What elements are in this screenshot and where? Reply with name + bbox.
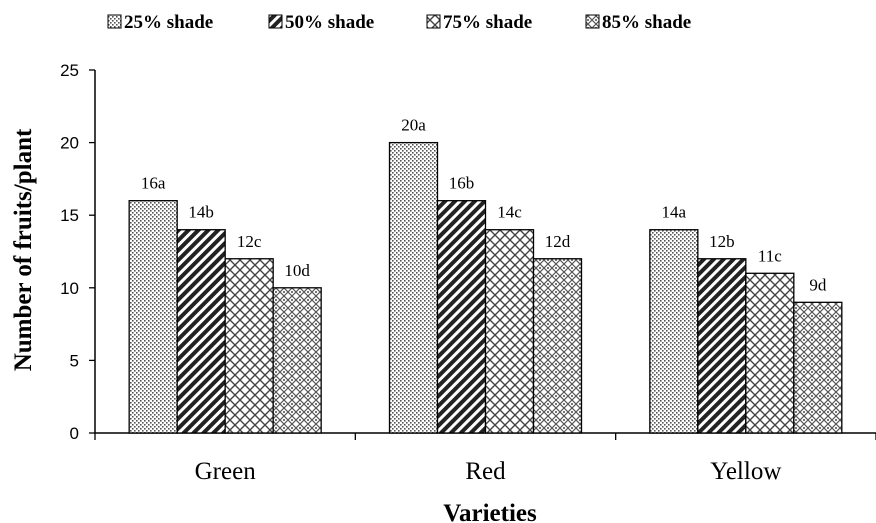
data-label: 14b bbox=[188, 203, 214, 222]
bar-yellow-3 bbox=[745, 272, 795, 434]
data-label: 11c bbox=[758, 246, 782, 265]
y-tick-label: 10 bbox=[60, 279, 79, 298]
legend-item: 75% shade bbox=[426, 12, 532, 33]
data-label: 16b bbox=[449, 174, 475, 193]
legend-label: 75% shade bbox=[443, 12, 532, 33]
bar-green-2 bbox=[176, 229, 226, 434]
legend-swatch bbox=[268, 14, 283, 29]
x-category-label: Yellow bbox=[710, 458, 781, 485]
y-axis-title: Number of fruits/plant bbox=[10, 128, 37, 371]
bar-green-4 bbox=[272, 287, 322, 434]
bars bbox=[128, 141, 843, 434]
legend-label: 25% shade bbox=[124, 12, 213, 33]
y-tick-label: 15 bbox=[60, 206, 79, 225]
bar-yellow-4 bbox=[793, 301, 843, 434]
y-axis: 0 5 10 15 20 25 bbox=[60, 61, 96, 443]
legend-item: 85% shade bbox=[585, 12, 691, 33]
x-axis: Green Red Yellow bbox=[94, 432, 876, 485]
data-label: 16a bbox=[141, 174, 166, 193]
legend-label: 50% shade bbox=[285, 12, 374, 33]
legend-swatch bbox=[426, 14, 441, 29]
x-axis-title: Varieties bbox=[443, 500, 537, 523]
data-label: 9d bbox=[809, 275, 827, 294]
legend-swatch bbox=[585, 14, 600, 29]
x-category-label: Red bbox=[465, 458, 506, 485]
data-label: 12b bbox=[709, 232, 735, 251]
legend-label: 85% shade bbox=[602, 12, 691, 33]
bar-red-4 bbox=[532, 258, 583, 434]
y-tick-label: 25 bbox=[60, 61, 79, 80]
data-label: 12d bbox=[545, 232, 571, 251]
bar-yellow-2 bbox=[697, 258, 747, 434]
data-label: 20a bbox=[401, 116, 426, 135]
bar-red-2 bbox=[436, 200, 487, 434]
y-tick-label: 5 bbox=[70, 351, 79, 370]
bar-yellow-1 bbox=[649, 229, 699, 434]
bar-green-1 bbox=[128, 200, 178, 434]
bar-red-1 bbox=[388, 141, 439, 434]
y-tick-label: 20 bbox=[60, 134, 79, 153]
data-labels: 16a 14b 12c 10d 20a 16b 14c 12d 14a 12b 11c 9d bbox=[141, 116, 827, 295]
legend-swatch bbox=[107, 14, 122, 29]
x-category-label: Green bbox=[195, 458, 257, 485]
bar-green-3 bbox=[224, 258, 274, 434]
data-label: 12c bbox=[237, 232, 262, 251]
legend-item: 25% shade bbox=[107, 12, 213, 33]
legend-item: 50% shade bbox=[268, 12, 374, 33]
bar-red-3 bbox=[484, 229, 535, 434]
y-tick-label: 0 bbox=[70, 424, 79, 443]
data-label: 10d bbox=[284, 261, 310, 280]
legend: 25% shade 50% shade 75% shade 85% shade bbox=[107, 12, 691, 33]
data-label: 14c bbox=[497, 203, 522, 222]
data-label: 14a bbox=[662, 203, 687, 222]
